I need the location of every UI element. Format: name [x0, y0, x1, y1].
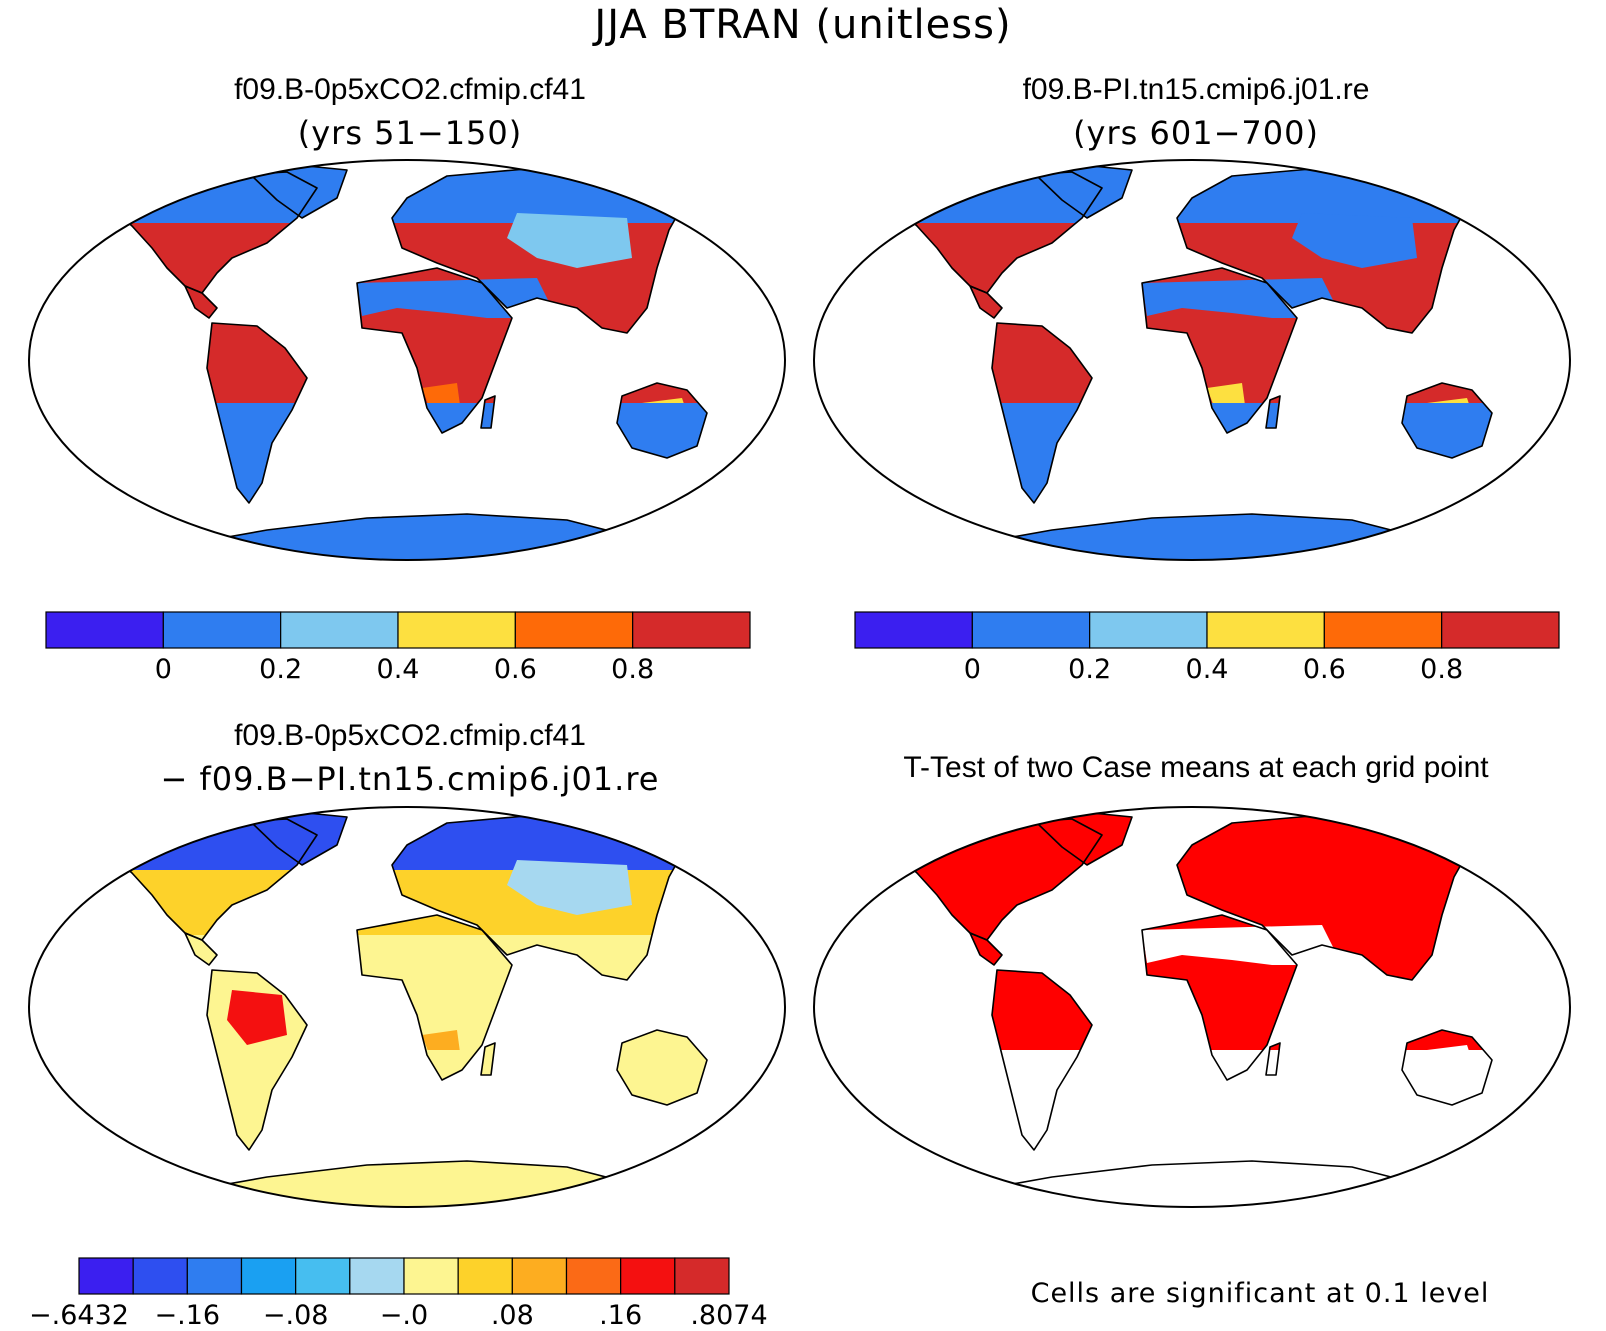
colorbar-box [457, 1257, 513, 1295]
colorbar-box [854, 611, 973, 649]
colorbar-box [1206, 611, 1325, 649]
colorbar-box [132, 1257, 188, 1295]
field-region-centralAsiaDry [507, 860, 632, 915]
colorbar-box [397, 611, 516, 649]
colorbar-case1 [45, 611, 751, 649]
coastline-australia [616, 382, 708, 459]
colorbar-box [511, 1257, 568, 1295]
coastline-southAmerica [991, 322, 1093, 504]
colorbar-box [632, 611, 751, 649]
panel-title-case1: f09.B-0p5xCO2.cfmip.cf41 [234, 73, 586, 106]
colorbar-box [162, 611, 282, 649]
field-region-centralAsiaDry [1292, 213, 1417, 268]
panel-subtitle-case1: (yrs 51−150) [297, 114, 523, 152]
colorbar-box [1323, 611, 1443, 649]
coastline-madagascar [1265, 395, 1281, 429]
colorbar-box [565, 1257, 622, 1295]
colorbar-box [295, 1257, 351, 1295]
coastline-southAmerica [991, 969, 1093, 1151]
colorbar-box [280, 611, 399, 649]
significance-note: Cells are significant at 0.1 level [1030, 1278, 1490, 1309]
map-border [813, 159, 1571, 561]
colorbar-tick-label: .8074 [690, 1300, 768, 1331]
coastline-africa [356, 914, 513, 1081]
coastline-centralAmerica [184, 285, 218, 319]
map-ttest [813, 806, 1571, 1208]
coastline-madagascar [1265, 1042, 1281, 1076]
coastline-africa [1141, 267, 1298, 434]
coastline-antarctica [176, 513, 638, 560]
coastline-australia [616, 1029, 708, 1106]
colorbar-tick-label: 0.6 [493, 654, 537, 685]
field-region-centralAsiaDry [507, 213, 632, 268]
coastline-australia [1401, 1029, 1493, 1106]
colorbar-tick-label: 0.4 [1185, 654, 1229, 685]
coastline-centralAmerica [184, 932, 218, 966]
colorbar-box [674, 1257, 730, 1295]
colorbar-box [186, 1257, 243, 1295]
colorbar-tick-label: 0 [963, 654, 981, 685]
coastline-southAmerica [206, 969, 308, 1151]
colorbar-box [45, 611, 164, 649]
panel-subtitle-diff: − f09.B−PI.tn15.cmip6.j01.re [160, 760, 660, 798]
colorbar-tick-label: −.16 [154, 1300, 221, 1331]
colorbar-box [620, 1257, 676, 1295]
colorbar-tick-label: −.08 [262, 1300, 329, 1331]
main-title: JJA BTRAN (unitless) [594, 2, 1012, 48]
panel-title-ttest: T-Test of two Case means at each grid po… [903, 751, 1489, 784]
colorbar-tick-label: 0.2 [259, 654, 303, 685]
colorbar-box [514, 611, 634, 649]
colorbar-box [971, 611, 1091, 649]
coastline-southAmerica [206, 322, 308, 504]
colorbar-diff [78, 1257, 730, 1295]
map-case2 [813, 159, 1571, 561]
coastline-africa [356, 267, 513, 434]
colorbar-box [403, 1257, 459, 1295]
colorbar-tick-label: −.6432 [29, 1300, 129, 1331]
panel-title-diff: f09.B-0p5xCO2.cfmip.cf41 [234, 719, 586, 752]
colorbar-box [240, 1257, 297, 1295]
field-region-amazonCore [227, 990, 287, 1045]
colorbar-tick-label: 0 [154, 654, 172, 685]
colorbar-box [1089, 611, 1208, 649]
coastline-centralAmerica [969, 285, 1003, 319]
colorbar-tick-label: 0.8 [611, 654, 655, 685]
map-border [813, 806, 1571, 1208]
coastline-africa [1141, 914, 1298, 1081]
coastline-madagascar [480, 1042, 496, 1076]
coastline-antarctica [961, 513, 1423, 560]
panel-subtitle-case2: (yrs 601−700) [1073, 114, 1319, 152]
coastline-centralAmerica [969, 932, 1003, 966]
colorbar-box [78, 1257, 134, 1295]
map-diff [28, 806, 786, 1208]
colorbar-tick-label: 0.4 [376, 654, 420, 685]
colorbar-tick-label: 0.6 [1302, 654, 1346, 685]
map-border [28, 159, 786, 561]
colorbar-tick-label: −.0 [379, 1300, 429, 1331]
coastline-madagascar [480, 395, 496, 429]
coastline-antarctica [176, 1160, 638, 1207]
colorbar-tick-label: 0.8 [1420, 654, 1464, 685]
coastline-australia [1401, 382, 1493, 459]
map-border [28, 806, 786, 1208]
colorbar-box [349, 1257, 405, 1295]
colorbar-tick-label: 0.2 [1068, 654, 1112, 685]
panel-title-case2: f09.B-PI.tn15.cmip6.j01.re [1022, 73, 1370, 106]
colorbar-box [1441, 611, 1560, 649]
colorbar-tick-label: .08 [490, 1300, 534, 1331]
colorbar-case2 [854, 611, 1560, 649]
map-case1 [28, 159, 786, 561]
colorbar-tick-label: .16 [599, 1300, 643, 1331]
coastline-antarctica [961, 1160, 1423, 1207]
